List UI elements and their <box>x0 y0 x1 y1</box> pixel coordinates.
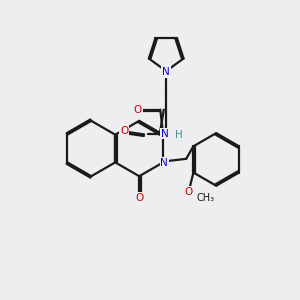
Text: N: N <box>160 128 168 139</box>
Text: O: O <box>120 126 128 136</box>
Text: H: H <box>175 130 182 140</box>
Text: CH₃: CH₃ <box>196 193 214 203</box>
Text: H: H <box>175 130 182 140</box>
Text: N: N <box>160 128 168 139</box>
Text: O: O <box>134 105 142 115</box>
Text: N: N <box>162 67 170 77</box>
Text: O: O <box>135 193 143 203</box>
Text: O: O <box>184 187 193 197</box>
Text: N: N <box>160 158 168 168</box>
